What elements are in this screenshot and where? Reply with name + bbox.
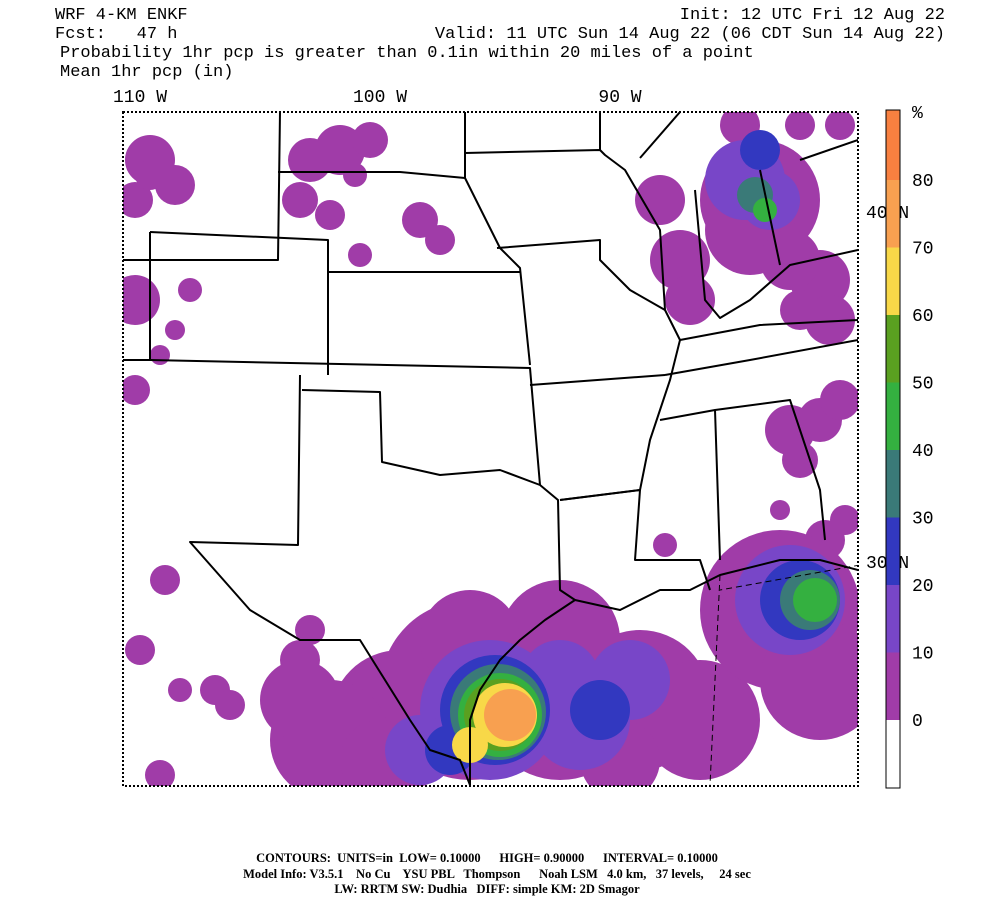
precip-area bbox=[123, 182, 153, 218]
colorbar-label: 50 bbox=[912, 375, 934, 395]
colorbar-frame bbox=[885, 109, 901, 789]
field-description: Probability 1hr pcp is greater than 0.1i… bbox=[60, 44, 754, 63]
precip-area bbox=[830, 505, 858, 535]
precip-area bbox=[653, 533, 677, 557]
colorbar-segment bbox=[886, 315, 900, 383]
colorbar-segment bbox=[886, 652, 900, 720]
map bbox=[122, 111, 859, 787]
precip-area bbox=[785, 112, 815, 140]
precip-area bbox=[282, 182, 318, 218]
colorbar-label: 70 bbox=[912, 240, 934, 260]
precip-area bbox=[352, 122, 388, 158]
precip-area bbox=[123, 375, 150, 405]
precip-area bbox=[635, 175, 685, 225]
colorbar-label: 80 bbox=[912, 172, 934, 192]
precip-area bbox=[135, 160, 165, 190]
footer-contours: CONTOURS: UNITS=in LOW= 0.10000 HIGH= 0.… bbox=[256, 851, 718, 865]
lon-label: 100 W bbox=[353, 88, 407, 108]
map-frame bbox=[122, 111, 859, 787]
lon-label: 90 W bbox=[598, 88, 641, 108]
colorbar-segment bbox=[886, 450, 900, 518]
precip-area bbox=[145, 760, 175, 786]
colorbar-segment bbox=[886, 247, 900, 315]
precip-area bbox=[793, 578, 837, 622]
colorbar-unit: % bbox=[912, 104, 923, 124]
colorbar-segment bbox=[886, 517, 900, 585]
precip-area bbox=[825, 112, 855, 140]
precip-area bbox=[640, 660, 760, 780]
precip-area bbox=[343, 163, 367, 187]
precip-field bbox=[123, 112, 858, 786]
footer-physics: LW: RRTM SW: Dudhia DIFF: simple KM: 2D … bbox=[334, 882, 640, 896]
valid-time: Valid: 11 UTC Sun 14 Aug 22 (06 CDT Sun … bbox=[435, 25, 945, 44]
model-title: WRF 4-KM ENKF bbox=[55, 6, 188, 25]
precip-area bbox=[178, 278, 202, 302]
precip-area bbox=[650, 230, 710, 290]
precip-area bbox=[215, 690, 245, 720]
init-time: Init: 12 UTC Fri 12 Aug 22 bbox=[680, 6, 945, 25]
precip-area bbox=[315, 200, 345, 230]
precip-area bbox=[570, 680, 630, 740]
colorbar: 0 10 20 30 40 50 60 70 80 bbox=[885, 109, 934, 789]
precip-area bbox=[150, 345, 170, 365]
precip-area bbox=[402, 202, 438, 238]
precip-area bbox=[123, 275, 160, 325]
colorbar-label: 0 bbox=[912, 712, 923, 732]
precip-area bbox=[295, 615, 325, 645]
precip-area bbox=[165, 320, 185, 340]
colorbar-segment bbox=[886, 720, 900, 788]
colorbar-label: 60 bbox=[912, 307, 934, 327]
colorbar-segment bbox=[886, 585, 900, 653]
colorbar-label: 20 bbox=[912, 577, 934, 597]
forecast-hour: Fcst: 47 h bbox=[55, 25, 177, 44]
precip-area bbox=[484, 689, 536, 741]
lon-label: 110 W bbox=[113, 88, 167, 108]
precip-area bbox=[770, 500, 790, 520]
precip-area bbox=[820, 380, 858, 420]
colorbar-segment bbox=[886, 382, 900, 450]
borders bbox=[123, 112, 858, 786]
precip-area bbox=[753, 198, 777, 222]
colorbar-label: 10 bbox=[912, 645, 934, 665]
precip-area bbox=[168, 678, 192, 702]
colorbar-label: 30 bbox=[912, 510, 934, 530]
precip-area bbox=[260, 660, 340, 740]
precip-area bbox=[125, 635, 155, 665]
colorbar-segment bbox=[886, 110, 900, 180]
precip-area bbox=[348, 243, 372, 267]
colorbar-label: 40 bbox=[912, 442, 934, 462]
colorbar-segment bbox=[886, 180, 900, 248]
precip-area bbox=[780, 290, 820, 330]
precip-area bbox=[150, 565, 180, 595]
footer-model-info: Model Info: V3.5.1 No Cu YSU PBL Thompso… bbox=[243, 867, 751, 881]
precip-area bbox=[665, 275, 715, 325]
contour-description: Mean 1hr pcp (in) bbox=[60, 63, 233, 82]
precip-area bbox=[782, 442, 818, 478]
precip-area bbox=[740, 130, 780, 170]
precip-area bbox=[425, 225, 455, 255]
